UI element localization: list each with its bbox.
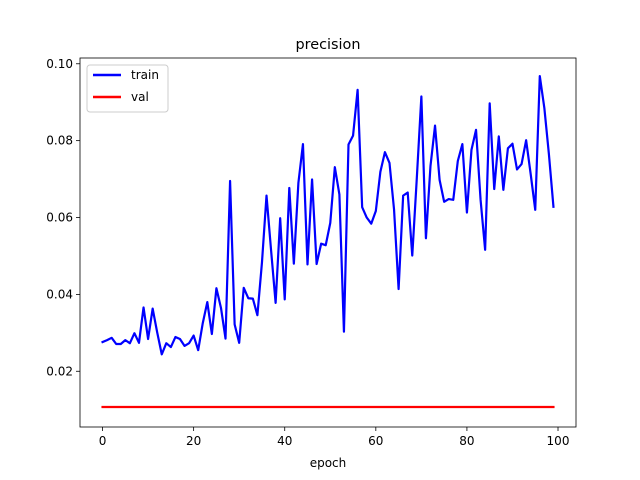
y-tick-label: 0.10: [46, 57, 73, 71]
legend-label-val: val: [131, 90, 149, 104]
x-tick-label: 80: [459, 434, 474, 448]
x-axis-title: epoch: [310, 456, 347, 470]
y-axis-ticks: 0.02 0.04 0.06 0.08 0.10: [46, 57, 80, 378]
series-layer: [101, 74, 555, 409]
axes-frame: [79, 57, 577, 428]
y-tick-label: 0.04: [46, 287, 73, 301]
y-tick-label: 0.02: [46, 364, 73, 378]
x-tick-label: 100: [547, 434, 570, 448]
legend-box: [86, 64, 169, 113]
x-tick-label: 40: [277, 434, 292, 448]
legend-label-train: train: [131, 68, 159, 82]
x-tick-label: 0: [99, 434, 107, 448]
plot-area: [79, 57, 577, 428]
x-tick-label: 20: [186, 434, 201, 448]
chart-title: precision: [296, 37, 361, 53]
series-line-train: [101, 74, 555, 356]
y-tick-label: 0.08: [46, 134, 73, 148]
x-tick-label: 60: [368, 434, 383, 448]
y-tick-label: 0.06: [46, 211, 73, 225]
legend: train val: [86, 64, 169, 113]
x-axis-ticks: 0 20 40 60 80 100: [99, 427, 570, 448]
